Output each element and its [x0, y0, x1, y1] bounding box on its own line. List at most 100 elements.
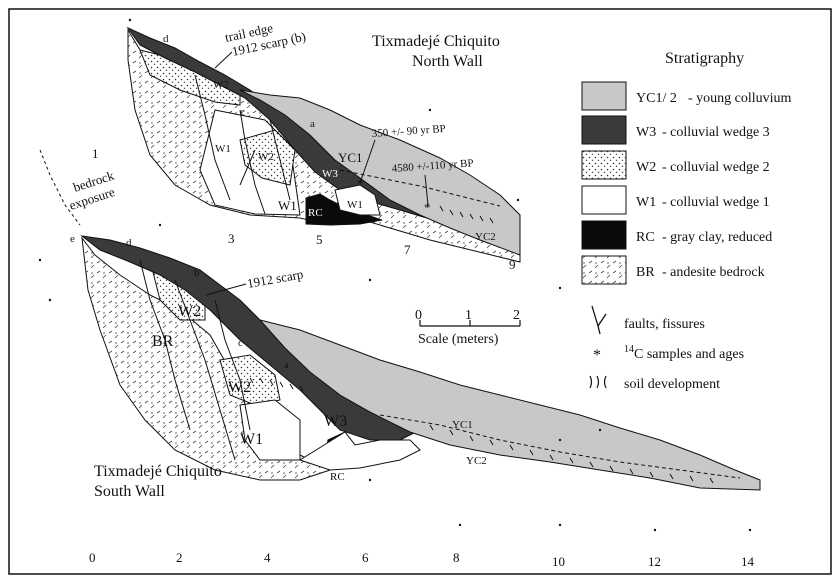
bottom-axis-0: 0 [89, 550, 96, 565]
legend: Stratigraphy YC1/ 2 - young colluvium W3… [581, 50, 792, 392]
legend-desc-br: - andesite bedrock [662, 265, 765, 280]
south-unit-w3: W3 [324, 413, 347, 430]
north-grid-5: 5 [316, 232, 323, 247]
north-unit-w1: W1 [215, 143, 231, 155]
south-unit-br: BR [152, 333, 174, 350]
legend-desc-rc: - gray clay, reduced [662, 230, 772, 245]
bottom-axis-4: 4 [264, 550, 271, 565]
legend-key-w2: W2 [636, 160, 656, 175]
legend-c14-text: C samples and ages [634, 347, 744, 362]
north-title-line1: Tixmadejé Chiquito [372, 33, 500, 50]
bottom-axis-14: 14 [741, 554, 755, 569]
north-sample-asterisk: * [357, 176, 364, 191]
scale-tick-2: 2 [513, 308, 520, 323]
north-age-upper: 350 +/- 90 yr BP [371, 123, 446, 140]
north-sample-asterisk-2: * [424, 200, 431, 215]
legend-key-yc: YC1/ 2 [636, 91, 677, 106]
south-title-line2: South Wall [94, 483, 165, 500]
legend-key-w3: W3 [636, 125, 656, 140]
bottom-axis-12: 12 [648, 554, 661, 569]
legend-title: Stratigraphy [665, 50, 744, 67]
north-unit-w1b: W1 [278, 198, 297, 213]
north-unit-w2b: W2 [258, 151, 274, 163]
legend-swatch-w2 [581, 150, 627, 180]
south-dashed-contact [379, 414, 741, 479]
south-soil-marks [249, 377, 714, 484]
south-unit-rc: RC [330, 471, 345, 483]
fault-icon [591, 305, 607, 335]
legend-swatch-w3 [581, 115, 627, 145]
north-point-1: 1 [92, 146, 99, 161]
legend-fault-label: faults, fissures [624, 317, 705, 332]
south-unit-yc1: YC1 [452, 419, 473, 431]
north-point-d: d [163, 33, 169, 45]
south-fault-lines [139, 259, 251, 461]
legend-swatch-yc [581, 81, 627, 111]
bottom-axis-10: 10 [552, 554, 565, 569]
bottom-axis-6: 6 [362, 550, 369, 565]
south-scarp-arrow [205, 283, 247, 296]
south-point-c: c [238, 337, 243, 349]
scale-tick-0: 0 [415, 308, 422, 323]
legend-swatch-br [581, 255, 627, 285]
north-w1-inner-unit [334, 184, 381, 216]
north-age-lower: 4580 +/-110 yr BP [391, 157, 474, 175]
north-title-line2: North Wall [412, 53, 483, 70]
legend-desc-yc: - young colluvium [688, 91, 792, 106]
legend-key-rc: RC [636, 230, 655, 245]
legend-desc-w3: - colluvial wedge 3 [662, 125, 770, 140]
south-point-d: d [126, 237, 132, 249]
north-unit-w3: W3 [322, 168, 338, 180]
north-age-leader-1 [359, 139, 376, 184]
legend-swatch-w1 [581, 185, 627, 215]
north-fault-lines [194, 74, 291, 215]
scale-label: Scale (meters) [418, 332, 499, 347]
south-yc-unit [258, 319, 761, 491]
legend-c14-sup: 14 [624, 344, 634, 355]
soil-icon [589, 375, 607, 389]
south-unit-w1: W1 [240, 431, 263, 448]
south-bottom-white [298, 431, 421, 471]
north-grid-3: 3 [228, 231, 235, 246]
legend-c14-label: 14C samples and ages [624, 344, 744, 362]
north-bedrock-dashed [39, 149, 81, 226]
north-grid-9: 9 [509, 257, 516, 272]
north-yc-unit [239, 89, 521, 256]
bottom-axis-2: 2 [176, 550, 183, 565]
legend-key-br: BR [636, 265, 655, 280]
north-unit-w1c: W1 [347, 199, 363, 211]
asterisk-icon: * [593, 347, 601, 364]
south-point-b: b [194, 267, 200, 279]
north-unit-yc2: YC2 [475, 231, 496, 243]
legend-desc-w2: - colluvial wedge 2 [662, 160, 770, 175]
figure-frame [8, 8, 832, 575]
north-grid-7: 7 [404, 242, 411, 257]
south-title-line1: Tixmadejé Chiquito [94, 463, 222, 480]
north-point-c: c [240, 106, 245, 118]
south-point-a: a [284, 359, 289, 371]
north-point-a: a [310, 118, 315, 130]
north-wall-diagram [126, 26, 521, 263]
legend-swatch-rc [581, 220, 627, 250]
north-age-leader-2 [424, 174, 429, 206]
north-unit-rc: RC [308, 207, 323, 219]
legend-key-w1: W1 [636, 195, 656, 210]
south-scarp-callout: 1912 scarp [246, 266, 304, 291]
south-unit-w2: W2 [178, 303, 201, 320]
legend-desc-w1: - colluvial wedge 1 [662, 195, 770, 210]
south-point-e: e [70, 233, 75, 245]
south-unit-w2b: W2 [228, 379, 251, 396]
north-scarp-arrow [214, 51, 233, 69]
grid-dots [38, 18, 752, 532]
north-unit-yc1: YC1 [338, 150, 363, 165]
north-soil-marks [439, 205, 494, 224]
south-wall-diagram [80, 235, 761, 491]
south-unit-yc2: YC2 [466, 455, 487, 467]
scale-bar [419, 320, 521, 327]
north-dashed-contact [339, 169, 501, 207]
north-w2b-unit [239, 129, 296, 186]
legend-soil-label: soil development [624, 377, 720, 392]
scale-tick-1: 1 [465, 308, 472, 323]
bottom-axis-8: 8 [453, 550, 460, 565]
